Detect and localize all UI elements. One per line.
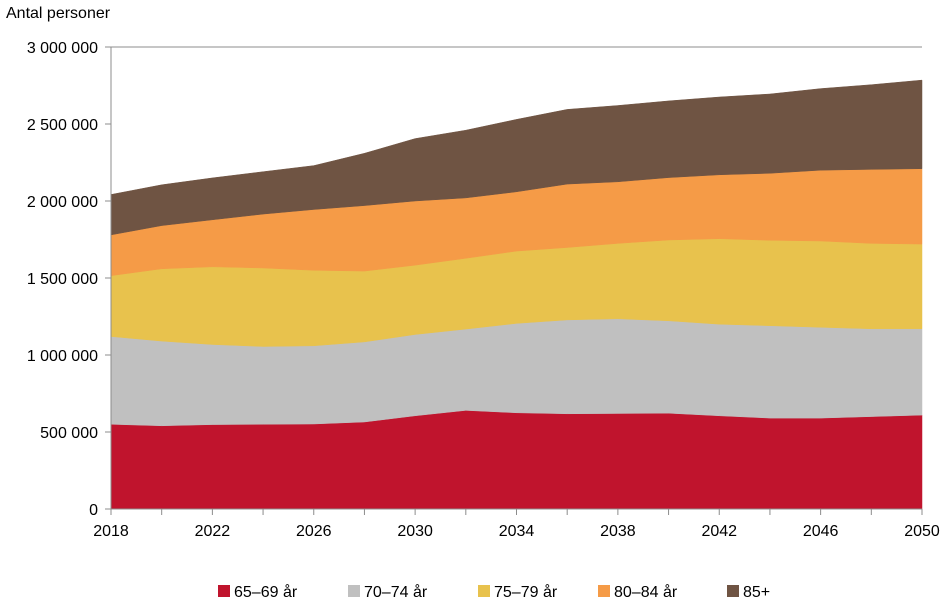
area-series-1	[110, 410, 923, 510]
legend-label: 80–84 år	[614, 583, 678, 601]
x-tick-label: 2038	[600, 523, 636, 540]
legend-label: 70–74 år	[364, 583, 428, 601]
area-series-5	[110, 79, 923, 236]
x-tick-label: 2034	[499, 523, 535, 540]
legend-label: 65–69 år	[234, 583, 298, 601]
y-tick-label: 0	[89, 502, 98, 519]
legend-label: 75–79 år	[494, 583, 558, 601]
legend-label: 85+	[743, 584, 770, 601]
area-layer	[110, 79, 923, 510]
x-tick-label: 2050	[904, 523, 940, 540]
legend-swatch	[218, 585, 230, 597]
y-tick-label: 500 000	[40, 425, 98, 442]
y-tick-label: 1 000 000	[27, 348, 98, 365]
x-tick-label: 2042	[701, 523, 737, 540]
legend-swatch	[478, 585, 490, 597]
legend-item: 65–69 år	[218, 583, 298, 601]
x-tick-label: 2026	[296, 523, 332, 540]
legend-swatch	[598, 585, 610, 597]
legend-item: 80–84 år	[598, 583, 678, 601]
x-tick-label: 2046	[803, 523, 839, 540]
legend-swatch	[727, 585, 739, 597]
y-tick-label: 3 000 000	[27, 40, 98, 57]
y-tick-label: 2 000 000	[27, 194, 98, 211]
legend-swatch	[348, 585, 360, 597]
legend: 65–69 år 70–74 år 75–79 år 80–84 år 85+	[218, 583, 770, 601]
y-tick-label: 2 500 000	[27, 117, 98, 134]
x-tick-label: 2018	[93, 523, 129, 540]
legend-item: 85+	[727, 584, 770, 601]
x-tick-label: 2022	[195, 523, 231, 540]
axes	[105, 46, 923, 515]
y-tick-labels: 0 500 000 1 000 000 1 500 000 2 000 000 2 500…	[27, 40, 98, 519]
x-tick-label: 2030	[397, 523, 433, 540]
y-tick-label: 1 500 000	[27, 271, 98, 288]
legend-item: 75–79 år	[478, 583, 558, 601]
legend-item: 70–74 år	[348, 583, 428, 601]
x-tick-labels: 2018 2022 2026 2030 2034 2038 2042 2046 2050	[93, 523, 940, 540]
y-axis-title: Antal personer	[6, 5, 111, 22]
